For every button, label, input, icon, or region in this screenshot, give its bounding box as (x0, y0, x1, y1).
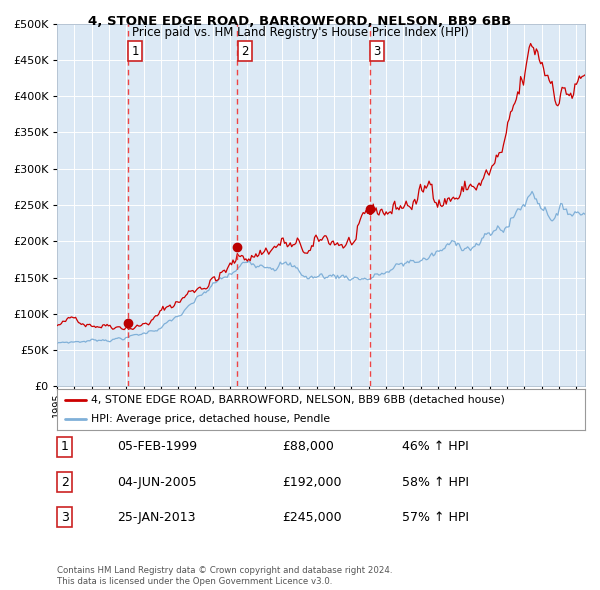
Text: 46% ↑ HPI: 46% ↑ HPI (402, 440, 469, 453)
Text: HPI: Average price, detached house, Pendle: HPI: Average price, detached house, Pend… (91, 414, 331, 424)
Text: This data is licensed under the Open Government Licence v3.0.: This data is licensed under the Open Gov… (57, 577, 332, 586)
Text: 3: 3 (61, 511, 69, 524)
Text: £192,000: £192,000 (282, 476, 341, 489)
Text: 1: 1 (61, 440, 69, 453)
Text: 05-FEB-1999: 05-FEB-1999 (117, 440, 197, 453)
Text: 3: 3 (373, 45, 380, 58)
Text: 4, STONE EDGE ROAD, BARROWFORD, NELSON, BB9 6BB: 4, STONE EDGE ROAD, BARROWFORD, NELSON, … (88, 15, 512, 28)
Text: £88,000: £88,000 (282, 440, 334, 453)
Text: 2: 2 (61, 476, 69, 489)
Text: Price paid vs. HM Land Registry's House Price Index (HPI): Price paid vs. HM Land Registry's House … (131, 26, 469, 39)
Text: £245,000: £245,000 (282, 511, 341, 524)
Text: 58% ↑ HPI: 58% ↑ HPI (402, 476, 469, 489)
Text: Contains HM Land Registry data © Crown copyright and database right 2024.: Contains HM Land Registry data © Crown c… (57, 566, 392, 575)
Text: 04-JUN-2005: 04-JUN-2005 (117, 476, 197, 489)
Text: 1: 1 (131, 45, 139, 58)
Text: 25-JAN-2013: 25-JAN-2013 (117, 511, 196, 524)
Text: 57% ↑ HPI: 57% ↑ HPI (402, 511, 469, 524)
Text: 4, STONE EDGE ROAD, BARROWFORD, NELSON, BB9 6BB (detached house): 4, STONE EDGE ROAD, BARROWFORD, NELSON, … (91, 395, 505, 405)
Text: 2: 2 (241, 45, 248, 58)
